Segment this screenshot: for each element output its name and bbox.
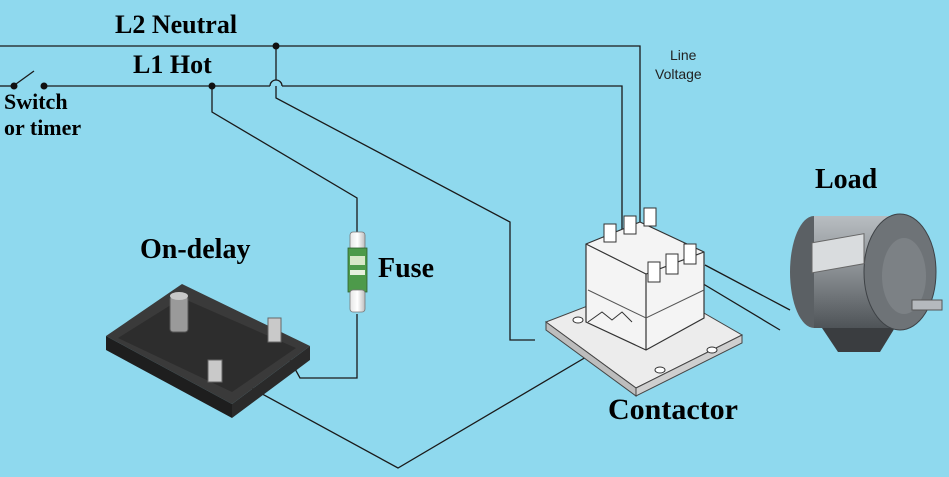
neutral-junction-dot	[272, 42, 280, 50]
label-on-delay: On-delay	[140, 234, 251, 265]
label-voltage: Voltage	[655, 66, 702, 82]
wire-contactor-to-load	[699, 264, 791, 331]
switch-contact-right	[40, 82, 48, 90]
on-delay-timer-icon	[106, 284, 310, 418]
label-l2-neutral: L2 Neutral	[115, 10, 238, 39]
wire-timer-to-coil	[221, 349, 599, 469]
label-fuse: Fuse	[378, 253, 434, 284]
label-or-timer: or timer	[4, 115, 82, 140]
switch-blade	[15, 70, 35, 85]
motor-icon	[790, 213, 943, 352]
label-load: Load	[815, 164, 878, 195]
label-l1-hot: L1 Hot	[133, 50, 212, 79]
switch-contact-left	[10, 82, 18, 90]
wire-l2-neutral	[0, 45, 641, 341]
fuse-icon	[347, 231, 368, 313]
label-contactor: Contactor	[608, 393, 738, 426]
label-switch: Switch	[4, 89, 68, 114]
label-line: Line	[670, 47, 697, 63]
hot-junction-dot	[208, 82, 216, 90]
contactor-icon	[544, 207, 744, 397]
